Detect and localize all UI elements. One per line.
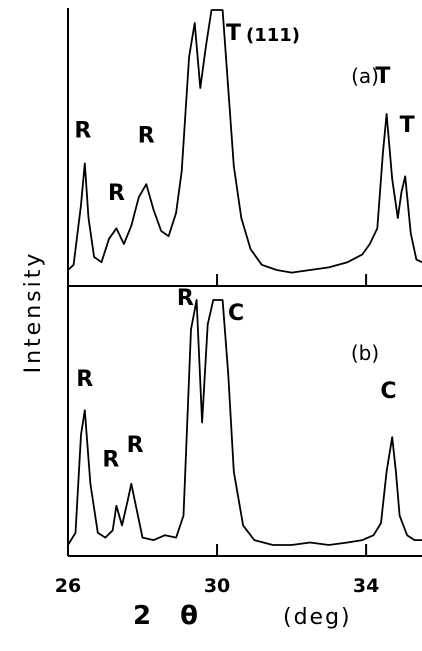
panel-b-peak-label: C bbox=[380, 379, 396, 404]
panel-a-peak-label: T bbox=[400, 113, 415, 138]
label-layer: RRRRTTRRRRC263034 bbox=[55, 0, 415, 597]
panel-a-peak-label: R bbox=[74, 118, 91, 143]
panel-a-peak-label: R bbox=[138, 124, 155, 149]
cutoff-peak-label-b: C bbox=[228, 301, 244, 326]
panel-b-peak-label: R bbox=[76, 367, 93, 392]
x-tick-label: 30 bbox=[204, 575, 230, 597]
x-axis-unit: (deg) bbox=[283, 605, 352, 630]
panel-b-peak-label: R bbox=[177, 286, 194, 311]
panel-b-label: (b) bbox=[351, 341, 379, 365]
y-axis-title: Intensity bbox=[21, 251, 46, 374]
panel-b-peak-label: R bbox=[127, 433, 144, 458]
x-tick-label: 34 bbox=[353, 575, 379, 597]
panel-b-peak-label: R bbox=[102, 448, 119, 473]
panel-a-peak-label: T bbox=[375, 64, 390, 89]
cutoff-peak-hkl-a: (111) bbox=[246, 25, 300, 46]
panel-a-peak-label: R bbox=[181, 0, 198, 3]
cutoff-peak-label-a: T bbox=[226, 21, 241, 46]
panel-a-series-line bbox=[67, 9, 422, 274]
panel-a-label: (a) bbox=[351, 64, 379, 88]
panel-a-peak-label: R bbox=[108, 181, 125, 206]
panel-b-series-line bbox=[67, 299, 422, 546]
curve-layer bbox=[67, 9, 422, 546]
x-axis-symbol: 2 θ bbox=[133, 601, 208, 631]
axes-layer bbox=[67, 8, 422, 557]
x-tick-label: 26 bbox=[55, 575, 81, 597]
